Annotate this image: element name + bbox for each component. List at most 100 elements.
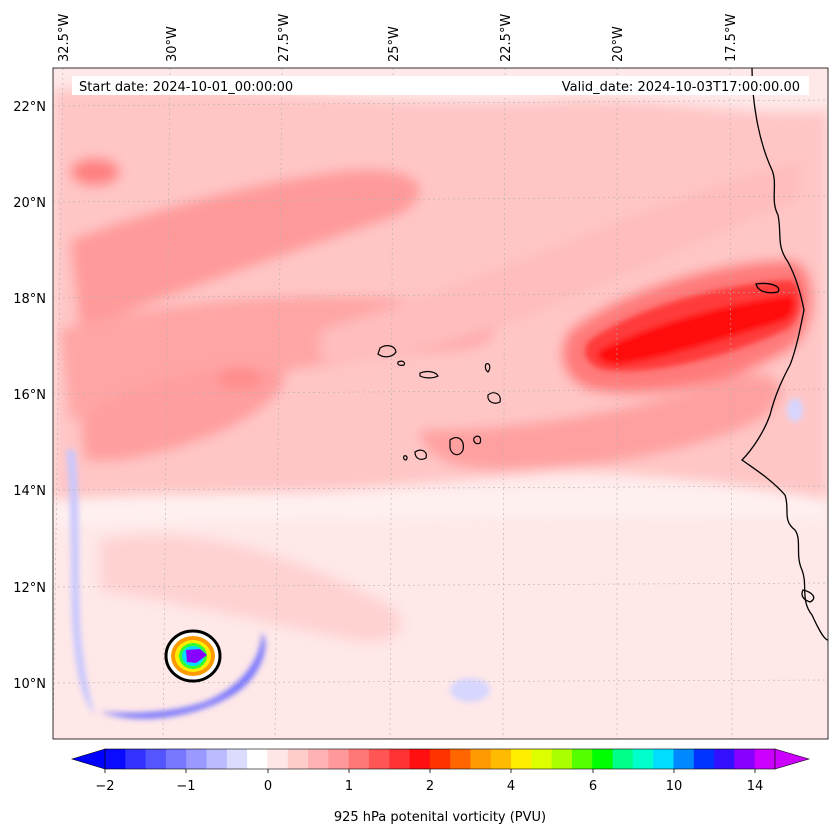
island-maio xyxy=(473,435,482,445)
pv-core-layer xyxy=(66,280,803,719)
colorbar-tick-label: 2 xyxy=(426,779,434,794)
colorbar-cell xyxy=(429,749,451,769)
gridlines xyxy=(53,68,828,739)
lat-label: 12°N xyxy=(13,581,46,596)
lon-label: 32.5°W xyxy=(57,14,72,62)
pv-southeast-band xyxy=(420,373,781,470)
lon-label: 20°W xyxy=(611,26,626,62)
lon-label: 30°W xyxy=(165,26,180,62)
colorbar-tick-label: 6 xyxy=(589,779,597,794)
lat-label: 16°N xyxy=(13,388,46,403)
colorbar-cell xyxy=(470,749,492,769)
lon-label: 27.5°W xyxy=(277,14,292,62)
island-sao-nicolau xyxy=(419,370,439,379)
colorbar-cell xyxy=(409,749,431,769)
colorbar-cell xyxy=(308,749,329,769)
colorbar-cell xyxy=(551,749,573,769)
latitude-labels: 22°N 20°N 18°N 16°N 14°N 12°N 10°N xyxy=(13,100,46,692)
colorbar-tick-label: 14 xyxy=(747,779,764,794)
island-santo-antao xyxy=(377,345,397,358)
island-boa-vista xyxy=(487,392,501,404)
colorbar-ticks xyxy=(104,769,756,773)
colorbar-cell xyxy=(206,749,228,769)
negative-pv-west-strip xyxy=(66,450,95,715)
pv-east-max-core xyxy=(598,295,795,365)
colorbar-cell xyxy=(226,749,248,769)
colorbar-tick-label: −2 xyxy=(95,779,114,794)
map-panel xyxy=(53,68,828,739)
island-sal xyxy=(484,363,491,373)
lat-label: 18°N xyxy=(13,292,46,307)
colorbar-cell xyxy=(348,749,370,769)
lon-label: 17.5°W xyxy=(724,14,739,62)
lon-label: 22.5°W xyxy=(499,14,514,62)
vortex-center xyxy=(186,649,207,663)
colorbar-cell xyxy=(247,749,268,769)
colorbar: −2 −1 0 1 2 4 6 10 14 925 hPa potenital … xyxy=(70,748,811,825)
colorbar-cell xyxy=(531,749,553,769)
coastline-inlet-2 xyxy=(801,589,815,603)
cyclone-vortex xyxy=(164,629,222,683)
pv-west-spot xyxy=(218,368,262,388)
longitude-labels: 32.5°W 30°W 27.5°W 25°W 22.5°W 20°W 17.5… xyxy=(57,14,739,62)
colorbar-tick-label: 4 xyxy=(507,779,515,794)
colorbar-cell xyxy=(450,749,471,769)
colorbar-extend-low xyxy=(70,748,106,770)
pv-south-patches xyxy=(100,534,402,642)
lat-label: 20°N xyxy=(13,196,46,211)
colorbar-tick-label: 0 xyxy=(264,779,272,794)
colorbar-cell xyxy=(673,749,695,769)
colorbar-cell xyxy=(328,749,350,769)
negative-pv-patch-east xyxy=(787,398,803,422)
pv-nw-spot xyxy=(70,158,120,186)
negative-pv-patch-south xyxy=(450,678,490,702)
colorbar-cell xyxy=(165,749,187,769)
colorbar-cell xyxy=(186,749,208,769)
valid-date-text: Valid_date: 2024-10-03T17:00:00.00 xyxy=(562,80,800,95)
lat-label: 10°N xyxy=(13,677,46,692)
cape-verde-islands xyxy=(377,345,501,461)
pv-northwest-streak xyxy=(70,169,421,330)
colorbar-cell xyxy=(653,749,674,769)
pv-south-belt xyxy=(53,484,828,525)
colorbar-cell xyxy=(145,749,167,769)
lon-label: 25°W xyxy=(387,26,402,62)
colorbar-cell xyxy=(125,749,147,769)
negative-pv-spiral xyxy=(100,632,266,719)
africa-coastline xyxy=(740,68,828,641)
colorbar-cell xyxy=(632,749,654,769)
colorbar-tick-label: 1 xyxy=(345,779,353,794)
island-brava xyxy=(403,455,408,461)
colorbar-extend-high xyxy=(774,748,811,770)
coastline-inlet xyxy=(755,282,780,294)
colorbar-cell xyxy=(571,749,593,769)
colorbar-cell xyxy=(511,749,532,769)
colorbar-cell xyxy=(267,749,289,769)
lat-label: 22°N xyxy=(13,100,46,115)
colorbar-cell xyxy=(693,749,715,769)
coastlines xyxy=(740,68,828,641)
colorbar-cell xyxy=(592,749,614,769)
colorbar-cell xyxy=(714,749,735,769)
header-box xyxy=(72,76,809,95)
colorbar-tick-label: −1 xyxy=(176,779,195,794)
start-date-text: Start date: 2024-10-01_00:00:00 xyxy=(79,80,293,95)
colorbar-cell xyxy=(754,749,776,769)
island-fogo xyxy=(414,449,427,460)
colorbar-cell xyxy=(105,749,126,769)
lat-label: 14°N xyxy=(13,484,46,499)
island-santiago xyxy=(449,437,464,456)
colorbar-cell xyxy=(734,749,756,769)
colorbar-cell xyxy=(287,749,309,769)
map-frame xyxy=(52,67,829,740)
pv-west-patch xyxy=(80,367,286,462)
colorbar-cell xyxy=(368,749,390,769)
colorbar-cell xyxy=(612,749,634,769)
colorbar-cell xyxy=(490,749,512,769)
colorbar-title: 925 hPa potenital vorticity (PVU) xyxy=(334,810,546,825)
island-sao-vicente xyxy=(397,360,406,366)
colorbar-tick-label: 10 xyxy=(666,779,683,794)
colorbar-cells xyxy=(104,748,776,770)
pv-diagonal-band xyxy=(320,160,800,361)
